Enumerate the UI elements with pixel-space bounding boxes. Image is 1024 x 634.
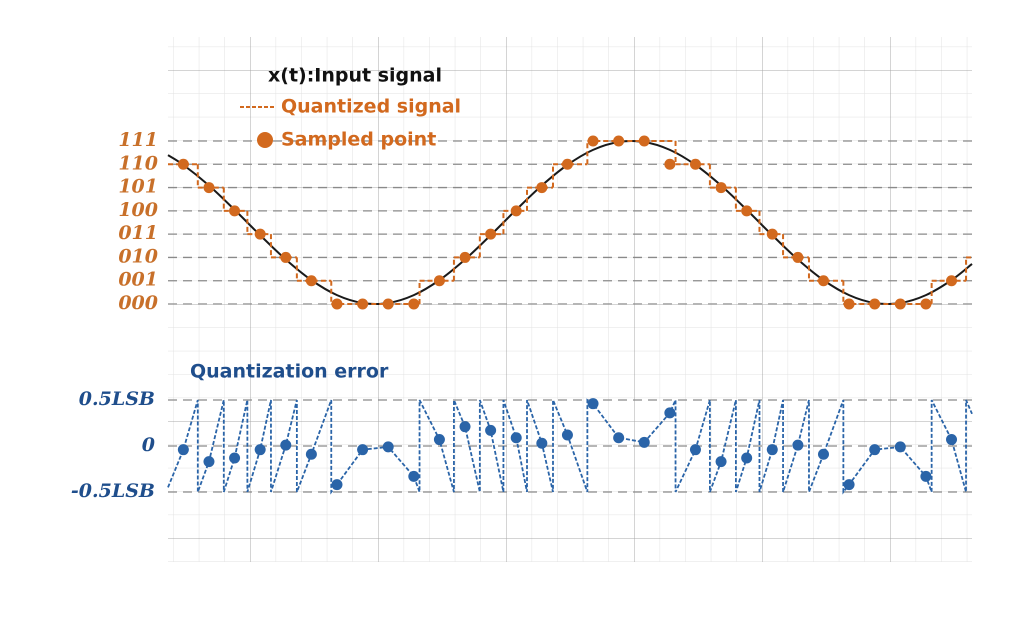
sample-point [715, 456, 727, 468]
chart-title: Quantization error [190, 361, 389, 383]
sample-point [408, 470, 420, 482]
y-tick-label: 011 [118, 222, 158, 244]
sample-point [689, 444, 701, 456]
sample-point [331, 298, 343, 310]
sample-point [843, 298, 855, 310]
y-tick-label: 111 [118, 129, 158, 151]
y-tick-label: 0 [142, 434, 155, 456]
sample-point [587, 135, 599, 147]
sample-point [357, 444, 369, 456]
legend-label: Quantized signal [281, 96, 461, 118]
sample-point [894, 441, 906, 453]
sample-point [433, 275, 445, 287]
sample-point [408, 298, 420, 310]
sample-point [177, 158, 189, 170]
sample-point [869, 298, 881, 310]
sample-point [817, 448, 829, 460]
sample-point [843, 479, 855, 491]
sample-point [203, 182, 215, 194]
legend-label: x(t):Input signal [268, 65, 442, 87]
sample-point [869, 444, 881, 456]
sample-point [946, 434, 958, 446]
sample-point [613, 135, 625, 147]
sample-point [715, 182, 727, 194]
sample-point [177, 444, 189, 456]
sample-point [433, 434, 445, 446]
sample-point [331, 479, 343, 491]
sample-point [229, 205, 241, 217]
sample-point [613, 432, 625, 444]
sample-point [817, 275, 829, 287]
y-tick-label: 0.5LSB [79, 388, 155, 410]
sample-point [280, 439, 292, 451]
sample-point [305, 448, 317, 460]
sample-point [459, 421, 471, 433]
sample-point [485, 228, 497, 240]
sample-point [305, 275, 317, 287]
sample-point [894, 298, 906, 310]
sample-point [459, 251, 471, 263]
y-tick-label: 110 [118, 152, 158, 174]
sample-point [946, 275, 958, 287]
sample-point [485, 424, 497, 436]
background-grid [168, 37, 972, 562]
y-tick-label: 001 [118, 269, 158, 291]
sample-point [254, 228, 266, 240]
sample-point [510, 432, 522, 444]
sample-point [561, 158, 573, 170]
sample-point [254, 444, 266, 456]
sample-point [638, 436, 650, 448]
sample-point [357, 298, 369, 310]
y-tick-label: -0.5LSB [71, 480, 155, 502]
sample-point [766, 228, 778, 240]
sample-point [382, 441, 394, 453]
sample-point [536, 437, 548, 449]
sample-point [536, 182, 548, 194]
legend-swatch [257, 132, 273, 148]
y-tick-label: 100 [118, 199, 158, 221]
sample-point [741, 452, 753, 464]
sample-point [920, 298, 932, 310]
error-line [167, 398, 973, 495]
sample-point [203, 456, 215, 468]
sample-point [792, 439, 804, 451]
y-tick-label: 000 [118, 292, 158, 314]
sample-point [587, 398, 599, 410]
sample-point [766, 444, 778, 456]
sample-point [229, 452, 241, 464]
sample-point [638, 135, 650, 147]
sample-point [689, 158, 701, 170]
sample-point [510, 205, 522, 217]
sample-point [280, 251, 292, 263]
sample-point [561, 429, 573, 441]
y-tick-label: 010 [118, 245, 158, 267]
sample-point [792, 251, 804, 263]
sample-point [382, 298, 394, 310]
sample-point [741, 205, 753, 217]
sample-point [664, 407, 676, 419]
y-tick-label: 101 [118, 176, 158, 198]
sample-point [920, 470, 932, 482]
legend-label: Sampled point [281, 129, 436, 151]
sample-point [664, 158, 676, 170]
